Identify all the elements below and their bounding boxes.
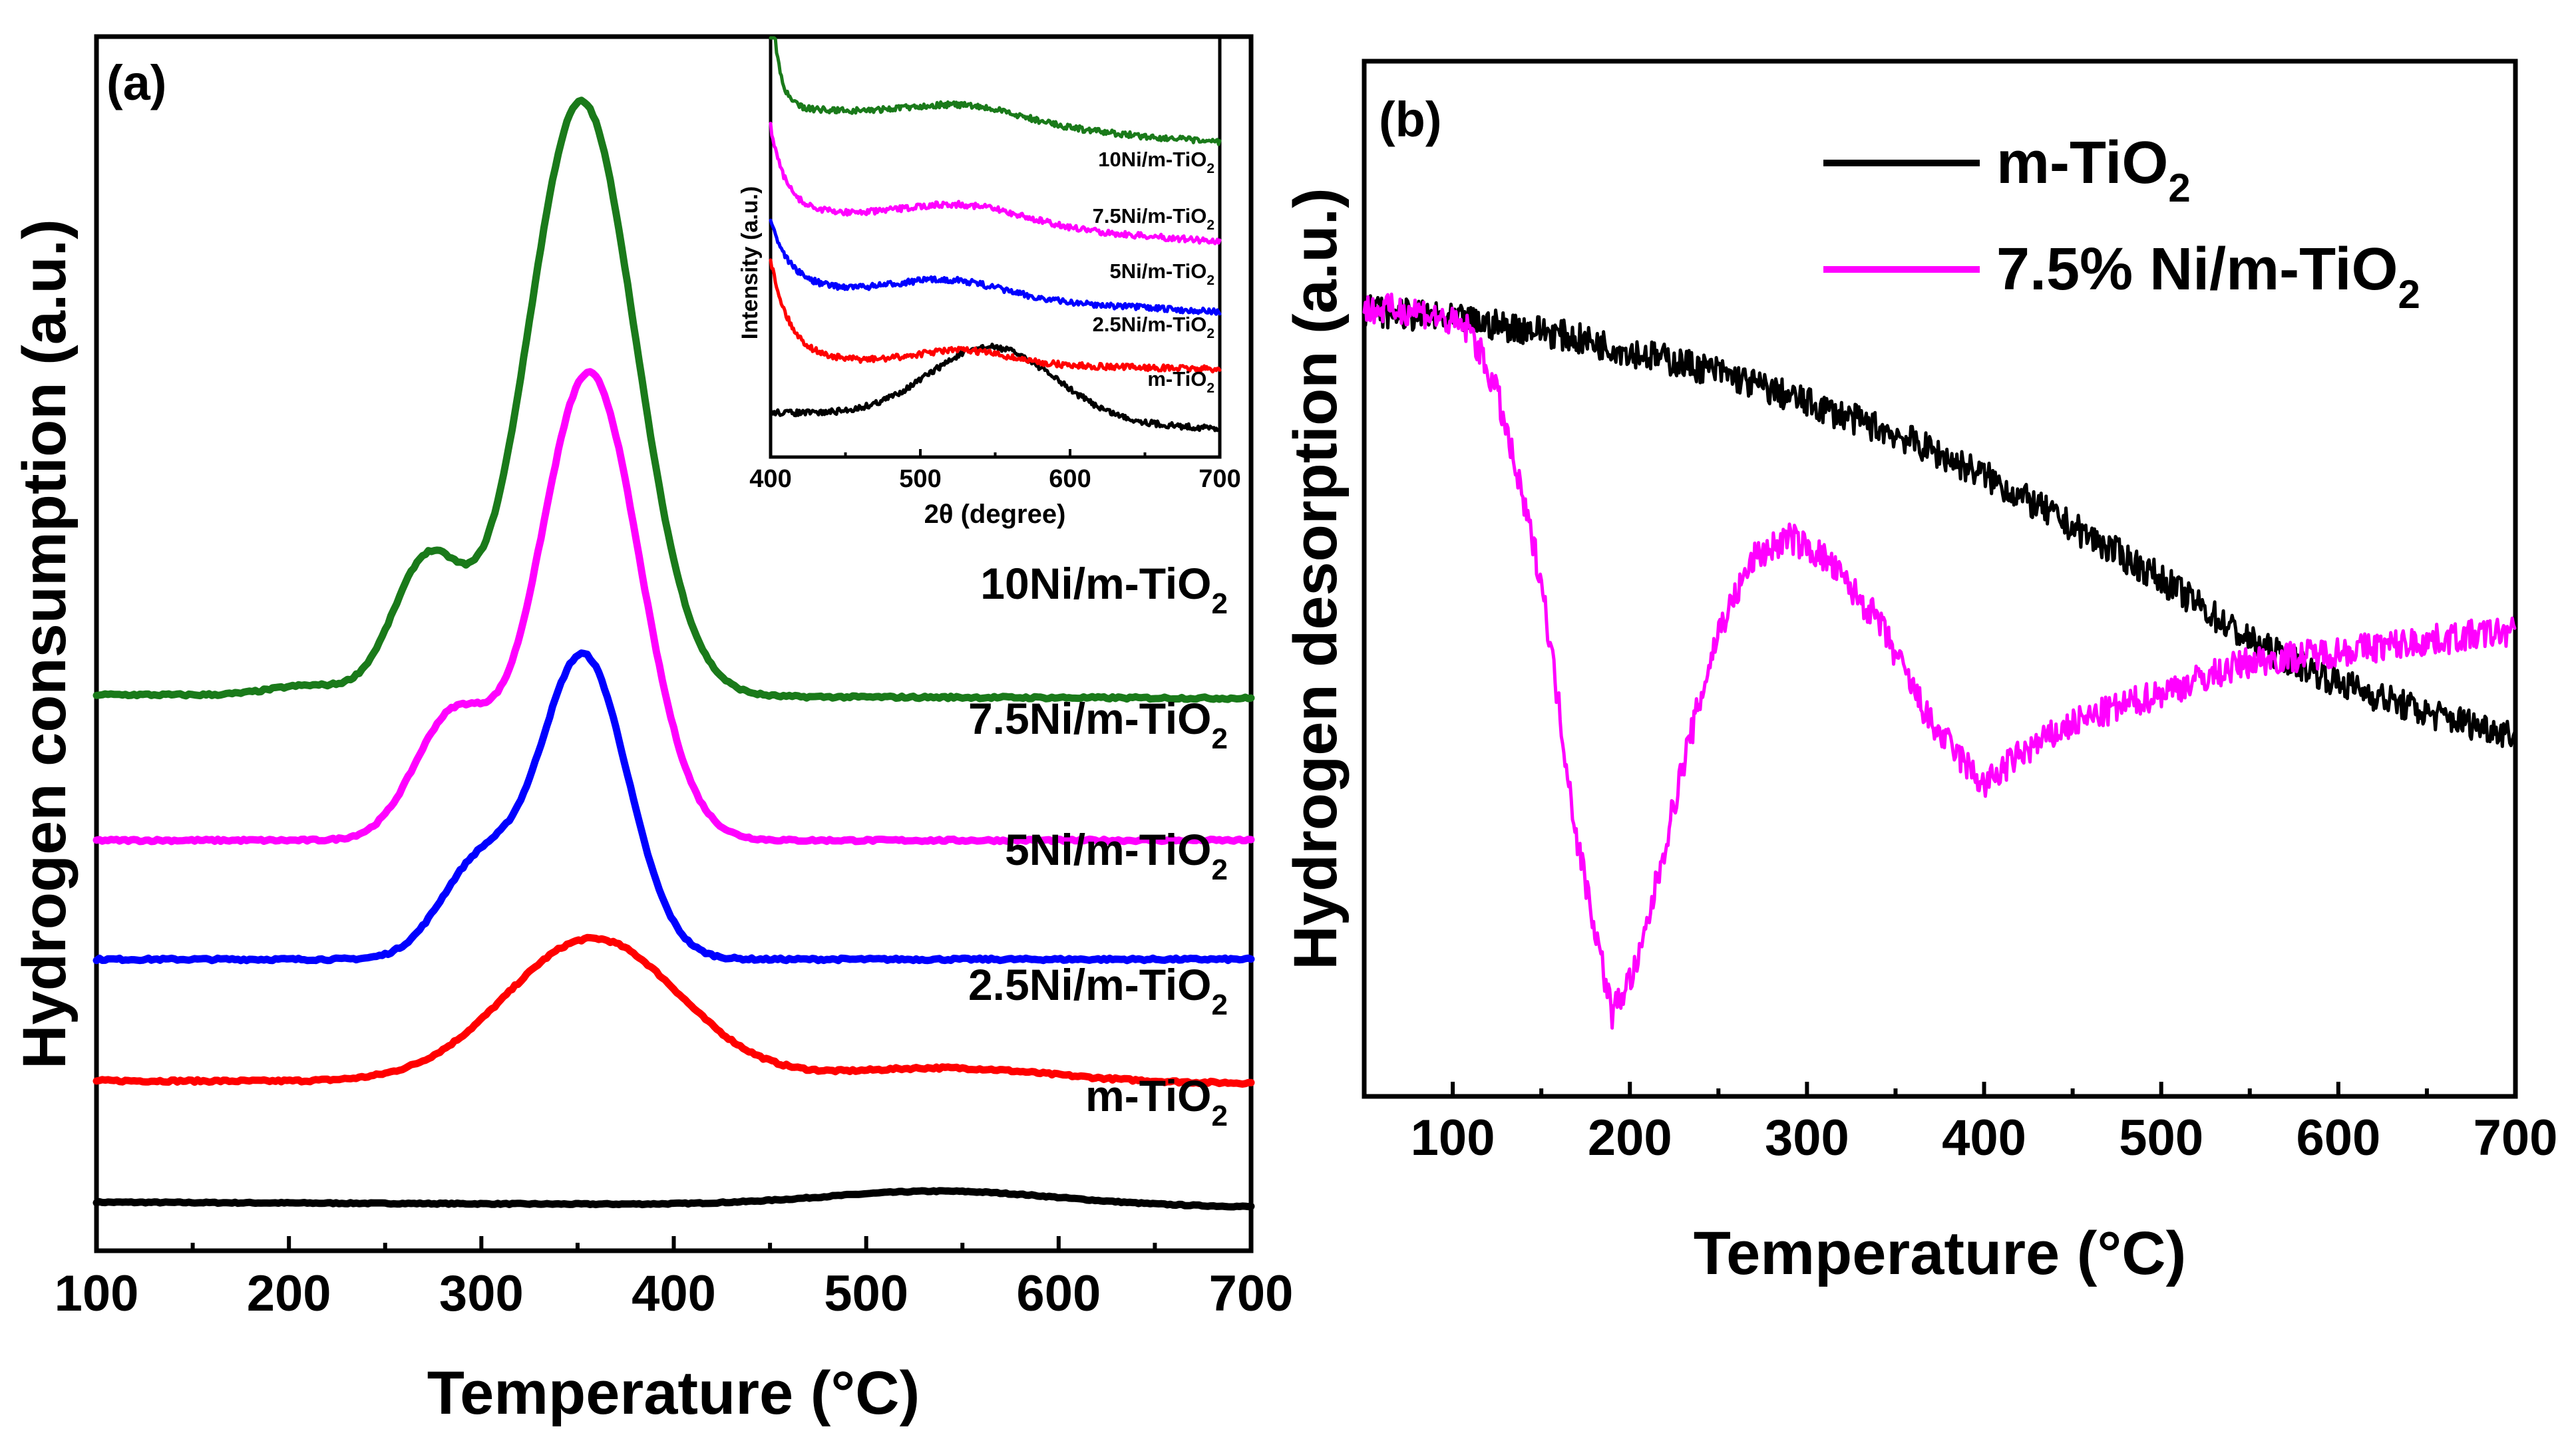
panel-b-frame [1362, 59, 2518, 1099]
panel-b-xlabel: Temperature (°C) [1694, 1219, 2187, 1287]
inset-line-2-5ni [769, 258, 1222, 374]
inset-ylabel: Intensity (a.u.) [737, 186, 763, 339]
inset-label-m-tio2: m-TiO2 [1147, 367, 1214, 396]
panel-a-label: (a) [106, 55, 166, 110]
panel-b-label: (b) [1379, 92, 1442, 147]
b-x-tick-label-400: 400 [1942, 1110, 2026, 1166]
x-tick-label-600: 600 [1016, 1265, 1101, 1322]
series-label-5ni: 5Ni/m-TiO2 [1005, 825, 1228, 886]
panel-a-frame [94, 34, 1254, 1253]
b-x-tick-label-100: 100 [1411, 1110, 1495, 1166]
x-tick-label-700: 700 [1209, 1265, 1294, 1322]
series-label-10ni: 10Ni/m-TiO2 [980, 559, 1228, 620]
panel-b: 100 200 300 400 500 600 700 (b) Temperature (°… [1282, 59, 2558, 1287]
series-line-7-5ni-m-tio2 [92, 368, 1255, 846]
series-line-m-tio2 [1362, 294, 2517, 748]
inset-line-10ni [769, 36, 1222, 146]
inset-label-10ni: 10Ni/m-TiO2 [1098, 148, 1214, 176]
series-label-m-tio2: m-TiO2 [1085, 1071, 1228, 1132]
x-tick-label-100: 100 [55, 1265, 139, 1322]
panel-a-xlabel: Temperature (°C) [427, 1359, 920, 1427]
inset-label-7-5ni: 7.5Ni/m-TiO2 [1093, 204, 1214, 233]
inset-x-tick-label-400: 400 [749, 465, 791, 493]
series-line-2-5ni-m-tio2 [92, 933, 1255, 1088]
inset-x-tick-label-500: 500 [899, 465, 941, 493]
x-tick-label-500: 500 [824, 1265, 908, 1322]
b-x-tick-label-600: 600 [2296, 1110, 2380, 1166]
panel-a: 100 200 300 400 500 600 700 (a) Temperature (°… [11, 34, 1294, 1427]
b-x-tick-label-200: 200 [1588, 1110, 1672, 1166]
panel-a-ylabel: Hydrogen consumption (a.u.) [11, 219, 79, 1069]
b-x-tick-label-700: 700 [2474, 1110, 2558, 1166]
legend-label-7-5ni: 7.5% Ni/m-TiO2 [1996, 236, 2420, 317]
panel-b-ylabel: Hydrogen desorption (a.u.) [1282, 188, 1350, 970]
b-x-tick-label-300: 300 [1765, 1110, 1849, 1166]
x-tick-label-300: 300 [439, 1265, 524, 1322]
inset-xrd: 400 500 600 700 2θ (degree) Intensity (a.u.… [737, 35, 1241, 529]
inset-x-tick-label-700: 700 [1198, 465, 1240, 493]
inset-xlabel: 2θ (degree) [924, 500, 1066, 529]
series-label-2-5ni: 2.5Ni/m-TiO2 [968, 960, 1228, 1021]
inset-line-5ni [769, 218, 1222, 316]
legend: m-TiO2 7.5% Ni/m-TiO2 [1823, 130, 2420, 317]
series-label-7-5ni: 7.5Ni/m-TiO2 [968, 694, 1228, 755]
series-line-m-tio2 [92, 1187, 1255, 1211]
inset-label-5ni: 5Ni/m-TiO2 [1109, 259, 1214, 288]
series-line-10ni-m-tio2 [92, 96, 1255, 703]
x-tick-label-200: 200 [247, 1265, 331, 1322]
inset-line-m-tio2 [769, 343, 1222, 432]
inset-line-7-5ni [769, 122, 1222, 245]
x-tick-label-400: 400 [632, 1265, 716, 1322]
inset-label-2-5ni: 2.5Ni/m-TiO2 [1093, 313, 1214, 341]
series-line-5ni-m-tio2 [92, 649, 1255, 965]
inset-frame [769, 35, 1222, 459]
series-line-7-5-ni-m-tio2 [1362, 292, 2517, 1030]
inset-x-tick-label-600: 600 [1049, 465, 1091, 493]
b-x-tick-label-500: 500 [2119, 1110, 2203, 1166]
legend-label-m-tio2: m-TiO2 [1996, 130, 2191, 210]
